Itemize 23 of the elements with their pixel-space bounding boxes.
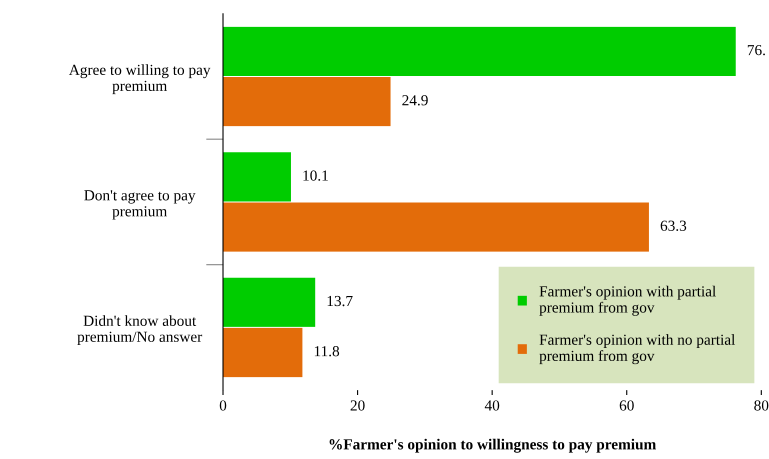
y-tick-label: Don't agree to pay premium [84, 190, 196, 220]
x-axis-title: %Farmer's opinion to willingness to pay premium [330, 438, 656, 453]
x-tick-label: 0 [220, 400, 226, 411]
y-tick-label: Didn't know about premium/No answer [77, 315, 202, 346]
x-tick-label: 20 [350, 400, 365, 411]
bar [223, 152, 291, 202]
data-label: 11.8 [314, 346, 340, 356]
data-label: 63.3 [660, 220, 686, 231]
data-label: 24.9 [402, 95, 428, 106]
x-tick-label: 60 [620, 400, 634, 411]
bar [223, 202, 649, 252]
data-label: 10.1 [303, 170, 328, 181]
x-tick-label: 40 [484, 400, 500, 411]
legend-label: Farmer's opinion with partial premium from gov [539, 286, 716, 316]
legend-label: Farmer's opinion with no partial premium from gov [539, 334, 736, 364]
data-label: 13.7 [328, 296, 353, 306]
bar [223, 278, 316, 327]
x-tick-label: 80 [754, 400, 768, 411]
y-tick-label: Agree to willing to pay premium [68, 64, 210, 94]
bar [223, 328, 302, 378]
bar [223, 26, 736, 76]
data-label: 76. [748, 44, 765, 56]
bar [223, 77, 391, 126]
